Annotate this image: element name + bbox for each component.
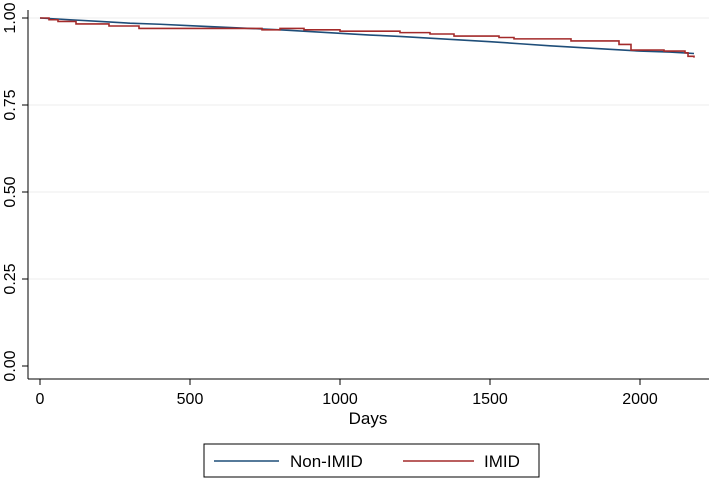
- y-tick-label-0.75: 0.75: [2, 89, 19, 120]
- grid-lines: [28, 17, 709, 280]
- x-tick-label-1500: 1500: [472, 391, 508, 408]
- x-tick-label-1000: 1000: [322, 391, 358, 408]
- series-line-non-imid: [39, 17, 695, 55]
- legend-label-non-imid: Non-IMID: [290, 452, 363, 471]
- x-tick-label-0: 0: [36, 391, 45, 408]
- series-lines: [39, 17, 695, 58]
- x-ticks: 0 500 1000 1500 2000: [36, 379, 658, 408]
- x-tick-label-2000: 2000: [622, 391, 658, 408]
- x-axis-title: Days: [349, 409, 388, 428]
- legend-label-imid: IMID: [484, 452, 520, 471]
- y-tick-label-0.25: 0.25: [2, 263, 19, 294]
- axes: [27, 10, 709, 380]
- x-tick-label-500: 500: [177, 391, 204, 408]
- legend: Non-IMID IMID: [203, 443, 540, 478]
- y-ticks: 0.00 0.25 0.50 0.75 1.00: [2, 2, 28, 382]
- y-tick-label-0.50: 0.50: [2, 176, 19, 207]
- series-line-imid: [40, 17, 695, 58]
- y-tick-label-1.00: 1.00: [2, 2, 19, 33]
- y-tick-label-0.00: 0.00: [2, 350, 19, 381]
